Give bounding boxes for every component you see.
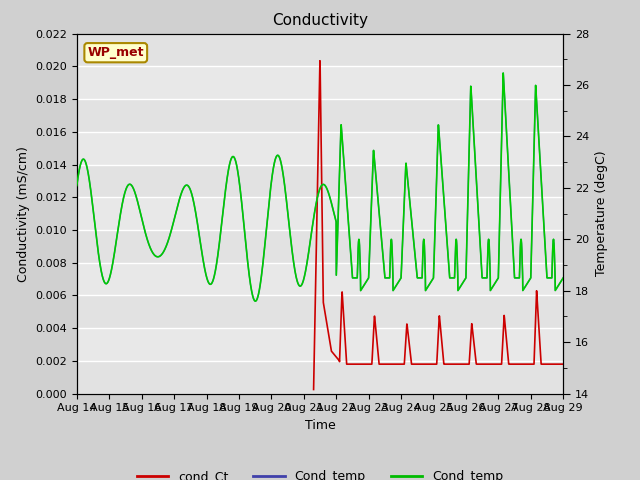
- Text: WP_met: WP_met: [88, 46, 144, 59]
- Y-axis label: Temperature (degC): Temperature (degC): [595, 151, 608, 276]
- Title: Conductivity: Conductivity: [272, 13, 368, 28]
- Y-axis label: Conductivity (mS/cm): Conductivity (mS/cm): [17, 145, 29, 282]
- X-axis label: Time: Time: [305, 419, 335, 432]
- Legend: cond_Ct, Cond_temp, Cond_temp: cond_Ct, Cond_temp, Cond_temp: [132, 465, 508, 480]
- Bar: [77, 230, 563, 263]
- Bar: [77, 295, 563, 328]
- Bar: [77, 165, 563, 197]
- Bar: [77, 99, 563, 132]
- Bar: [77, 361, 563, 394]
- Bar: [77, 34, 563, 66]
